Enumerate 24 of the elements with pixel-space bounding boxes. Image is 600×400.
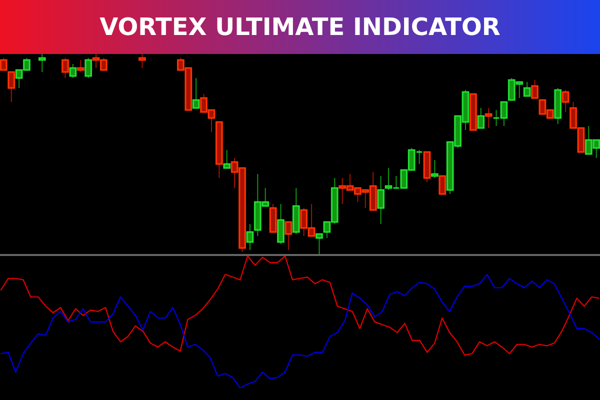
candlestick [316,233,323,254]
candlestick [76,60,84,72]
candlestick [269,204,277,233]
candlestick [0,58,8,71]
candlestick [523,82,531,97]
candlestick [277,204,284,244]
candlestick [138,54,146,68]
candlestick [377,176,385,224]
candlestick [69,64,77,78]
candlestick [477,108,485,129]
candlestick [8,71,16,102]
candlestick [223,150,231,169]
candlestick [192,78,200,109]
candlestick [484,108,492,128]
candlestick [531,80,538,99]
candlestick [62,58,69,78]
chart-title: VORTEX ULTIMATE INDICATOR [0,0,600,54]
candlestick [38,54,46,72]
candlestick [284,221,292,250]
candlestick [431,160,438,178]
candlestick [562,90,570,112]
candlestick [246,224,254,250]
candlestick [438,175,446,195]
candlestick [84,58,92,78]
